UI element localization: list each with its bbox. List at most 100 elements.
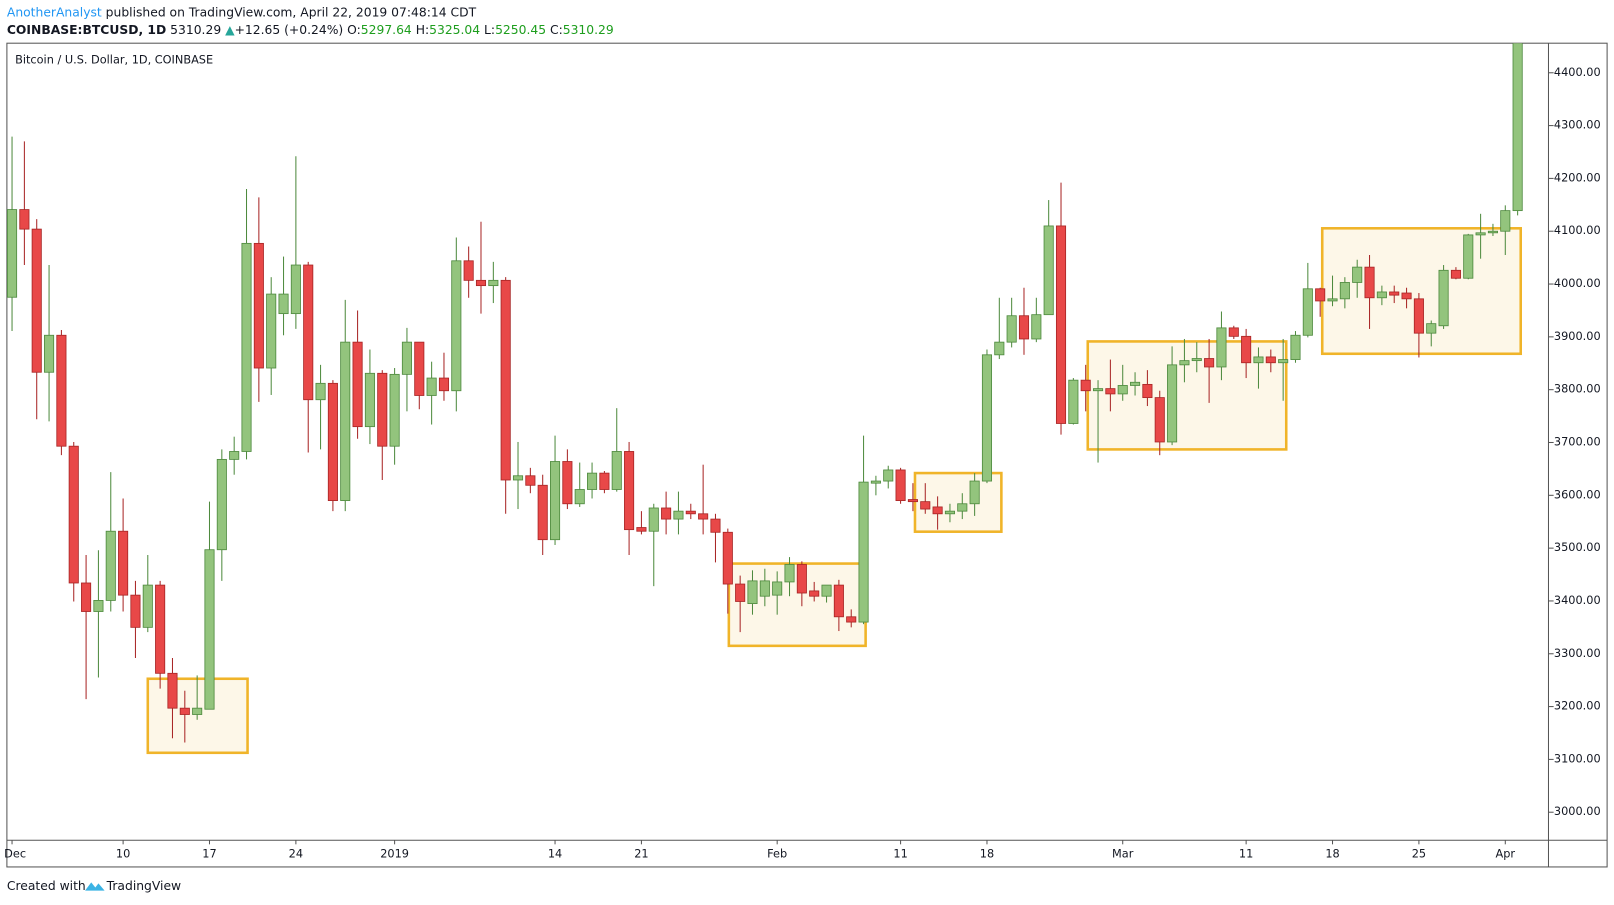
brand[interactable]: TradingView [106, 879, 182, 893]
logo [85, 882, 105, 891]
y-tick-label: 3500.00 [1554, 541, 1601, 554]
candle-body [389, 373, 400, 447]
o-label: O: [347, 22, 361, 36]
candle-body [673, 510, 684, 520]
candle-body [1290, 334, 1301, 360]
candle-body [414, 341, 425, 396]
candle-body [1105, 388, 1116, 395]
x-tick-label: 24 [289, 848, 303, 861]
candle-body [821, 584, 832, 597]
candle-body [1006, 315, 1017, 343]
candle-body [772, 581, 783, 596]
candle-body [31, 228, 42, 373]
candle-body [1130, 381, 1141, 386]
candle-body [19, 209, 30, 230]
x-tick-label: 17 [202, 848, 216, 861]
candle-body [1364, 266, 1375, 299]
candle-body [68, 445, 79, 584]
candle-body [537, 484, 548, 541]
zones [146, 227, 1523, 755]
candle-body [1265, 356, 1276, 364]
published: published on TradingView.com, April 22, … [106, 5, 477, 19]
candle-body [451, 260, 462, 392]
candle-body [1401, 292, 1412, 300]
candle-body [192, 707, 203, 715]
candle-body [1031, 314, 1042, 340]
candle-body [204, 549, 215, 710]
candle-body [1154, 397, 1165, 443]
candle-body [870, 480, 881, 484]
candle-body [1389, 291, 1400, 296]
candle-body [290, 264, 301, 315]
candle-body [969, 480, 980, 505]
h-label: H: [416, 22, 429, 36]
candle-body [735, 583, 746, 602]
chart-title: Bitcoin / U.S. Dollar, 1D, COINBASE [15, 54, 213, 67]
candle-body [241, 242, 252, 452]
x-tick-label: 21 [634, 848, 648, 861]
candle-body [994, 341, 1005, 356]
candle-body [1043, 225, 1054, 316]
arrow: ▲ [225, 22, 235, 36]
y-tick-label: 4200.00 [1554, 171, 1601, 184]
y-tick-label: 3700.00 [1554, 435, 1601, 448]
candle-body [118, 530, 129, 596]
candle-body [1179, 360, 1190, 366]
candle-body [216, 458, 227, 551]
candle-body [266, 293, 277, 369]
author[interactable]: AnotherAnalyst [7, 5, 102, 19]
frame [6, 42, 1608, 868]
candle-body [587, 472, 598, 490]
candle-body [352, 341, 363, 428]
candle-body [130, 594, 141, 628]
h: 5325.04 [429, 22, 480, 36]
c: 5310.29 [563, 22, 614, 36]
candle-body [1487, 230, 1498, 234]
candle-body [327, 382, 338, 502]
candle-body [426, 377, 437, 396]
candle-body [624, 451, 635, 531]
candle-body [981, 354, 993, 482]
candle-body [895, 469, 906, 502]
candle-body [1278, 359, 1289, 364]
candle-body [1068, 379, 1079, 424]
candle-body [759, 580, 770, 597]
l: 5250.45 [495, 22, 546, 36]
candle-body [142, 584, 153, 628]
candle-body [1302, 288, 1313, 336]
candle-body [858, 481, 869, 623]
candle-body [1475, 232, 1486, 236]
candle-body [167, 672, 178, 709]
candles [7, 43, 1523, 743]
candle-body [796, 564, 807, 594]
x-tick-label: 14 [548, 848, 562, 861]
candle-body [1167, 364, 1178, 443]
y-tick-label: 3000.00 [1554, 805, 1601, 818]
candle-body [105, 530, 116, 601]
quote-line: COINBASE:BTCUSD, 1D 5310.29 ▲+12.65 (+0.… [7, 22, 614, 36]
candle-body [155, 584, 166, 674]
header-line: AnotherAnalyst published on TradingView.… [7, 5, 477, 19]
candle-body [1339, 282, 1350, 300]
candle-body [846, 616, 857, 623]
y-tick-label: 3900.00 [1554, 330, 1601, 343]
x-tick-label: 25 [1412, 848, 1426, 861]
candle-body [747, 580, 758, 604]
zone [1320, 227, 1523, 356]
y-tick-label: 4400.00 [1554, 66, 1601, 79]
candle-body [401, 341, 412, 375]
candle-body [1117, 385, 1128, 395]
candle-body [438, 377, 450, 392]
candle-body [809, 590, 820, 597]
candle-body [1080, 379, 1091, 392]
candle-body [599, 472, 610, 490]
candle-body [229, 451, 240, 460]
candle-body [1204, 358, 1215, 368]
zone [1086, 340, 1288, 451]
candle-body [315, 382, 326, 401]
x-tick-label: 18 [1325, 848, 1339, 861]
candle-body [944, 510, 955, 515]
candle-body [932, 506, 943, 515]
y-tick-label: 3200.00 [1554, 700, 1601, 713]
